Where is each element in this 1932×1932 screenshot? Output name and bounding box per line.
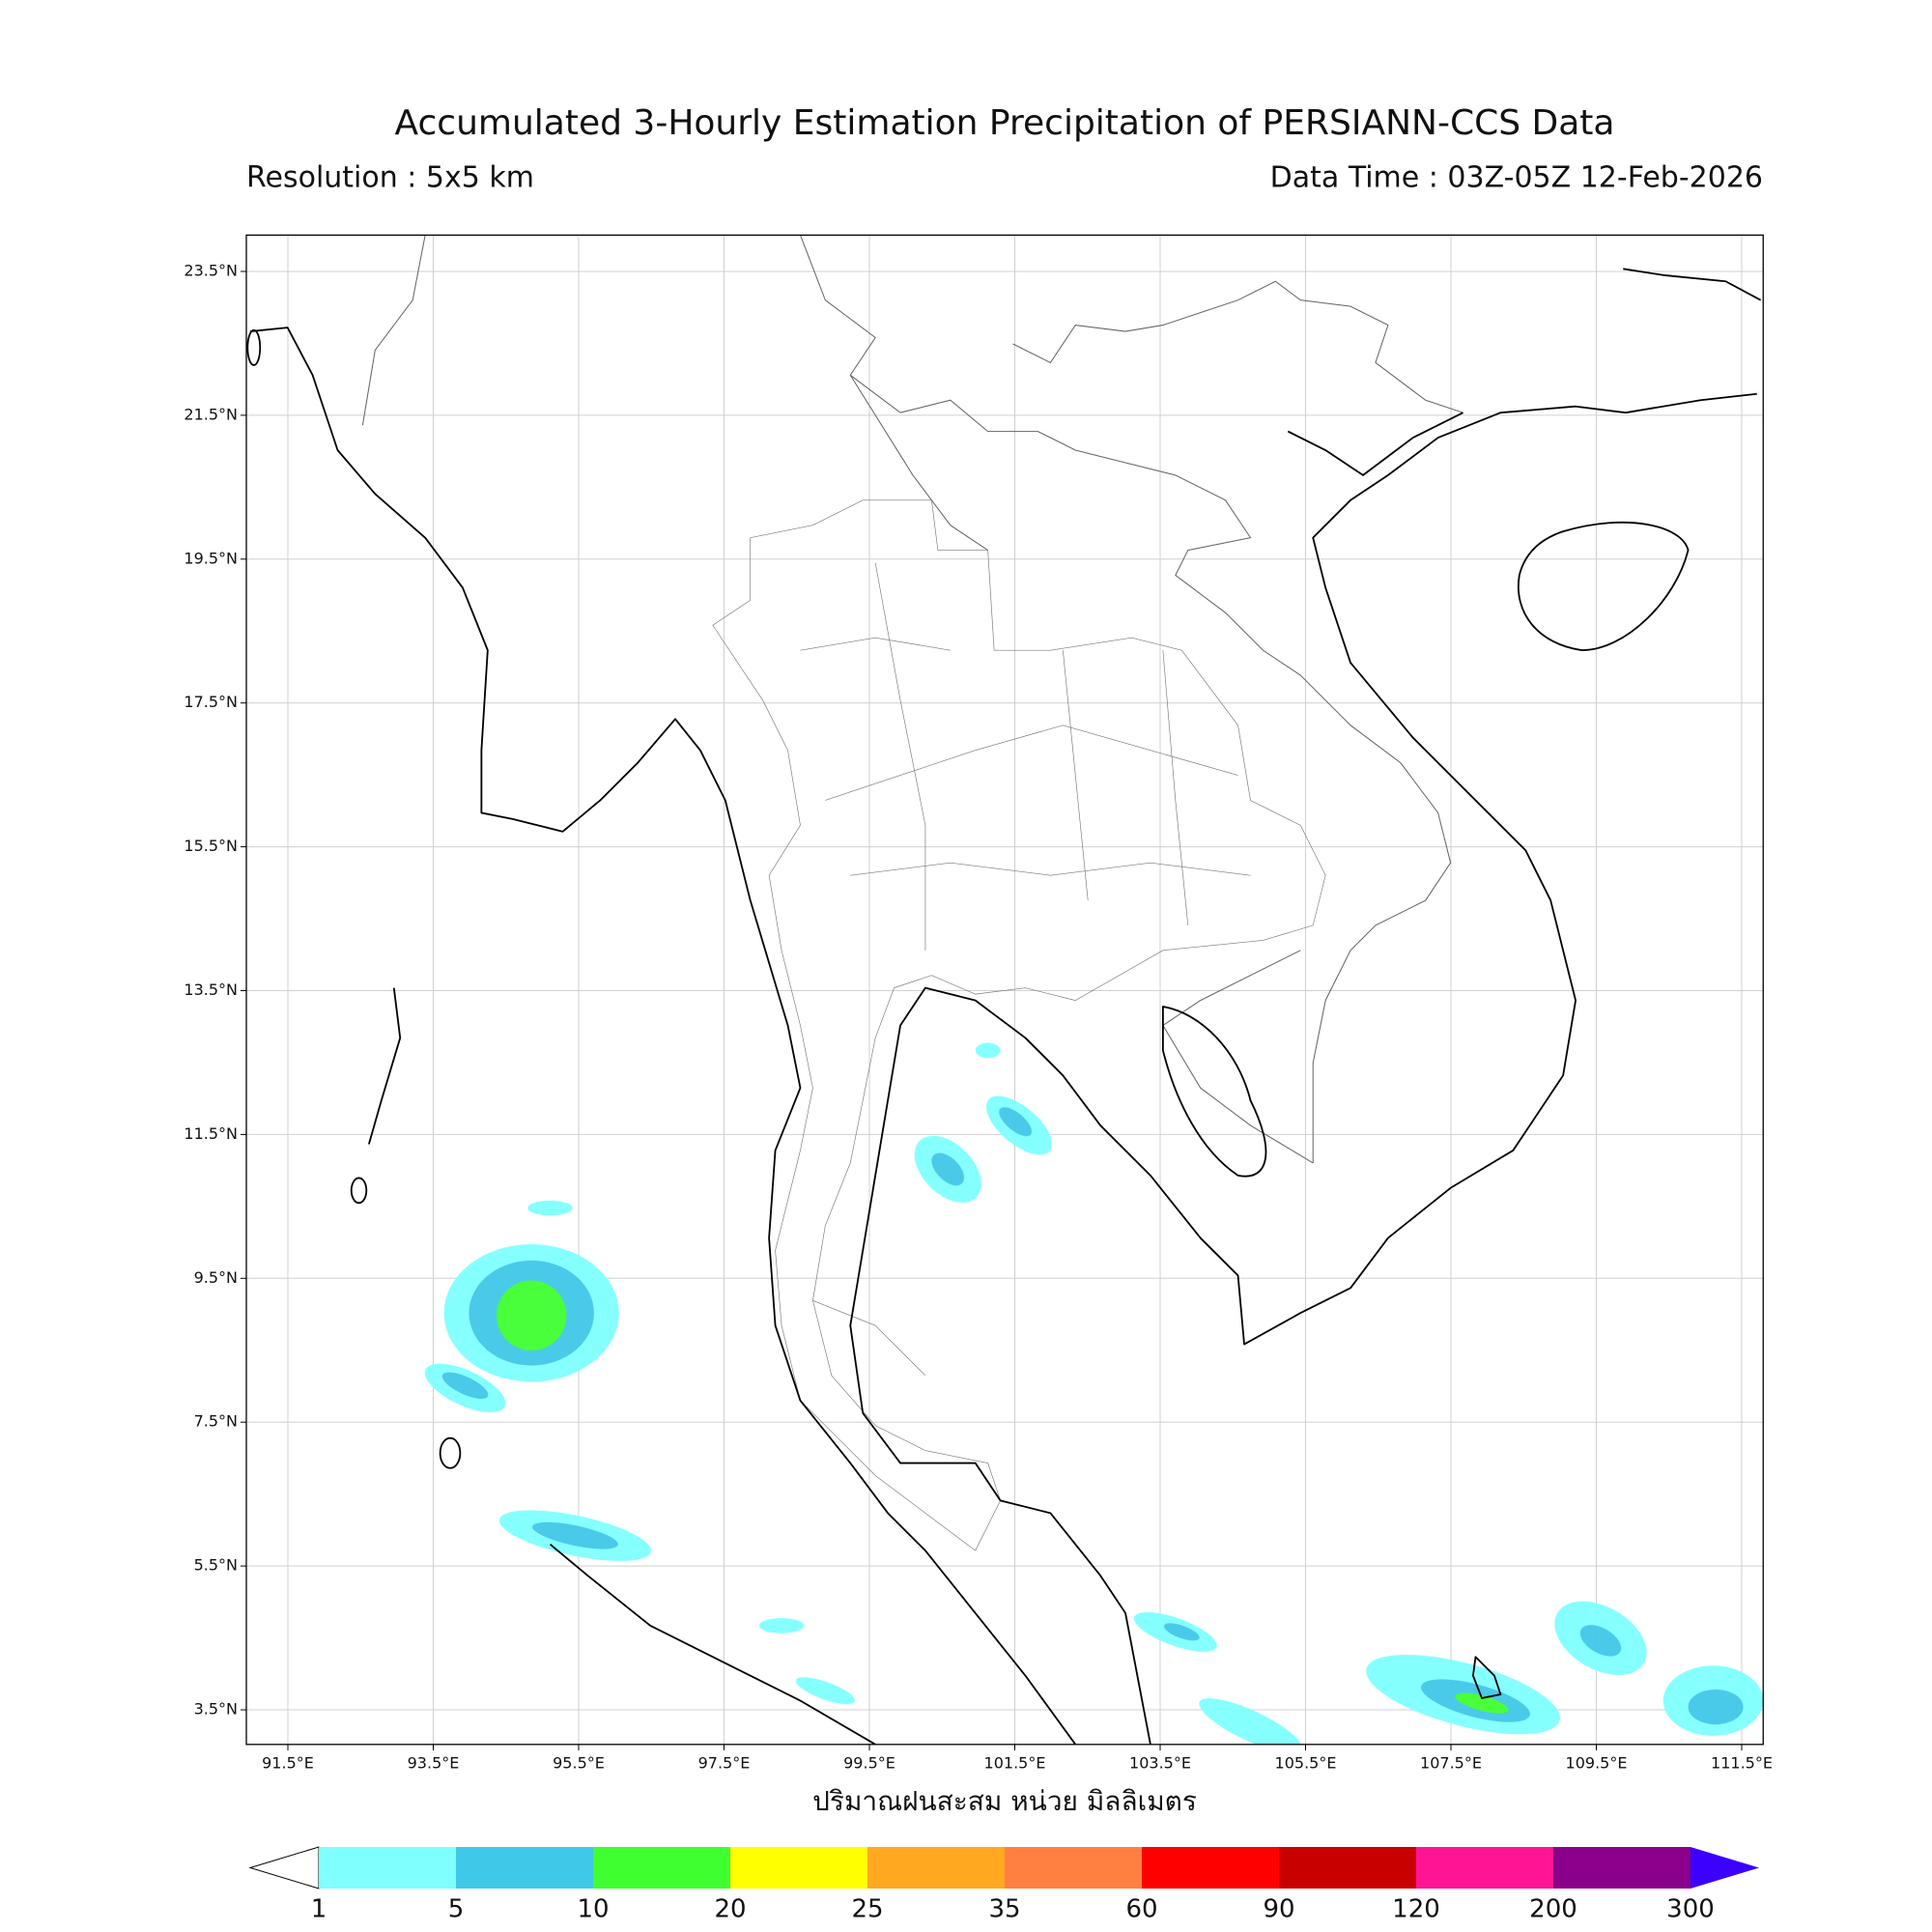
thailand (712, 499, 1326, 1551)
lat-tick-label: 23.5°N (184, 262, 238, 280)
data-time: Data Time : 03Z-05Z 12-Feb-2026 (1270, 161, 1763, 195)
colorbar-label: ปริมาณฝนสะสม หน่วย มิลลิเมตร (812, 1785, 1197, 1817)
colorbar: 1 5 10 20 25 35 60 90 120 200 300 (248, 1846, 1759, 1924)
lat-tick-label: 11.5°N (184, 1124, 238, 1143)
colorbar-tick-label: 1 (311, 1895, 327, 1924)
colorbar-segment (1005, 1847, 1142, 1889)
colorbar-tick-label: 200 (1529, 1895, 1577, 1924)
lat-tick-label: 21.5°N (184, 405, 238, 423)
colorbar-segment (1279, 1847, 1416, 1889)
resolution: Resolution : 5x5 km (246, 161, 534, 195)
colorbar-segment (593, 1847, 730, 1889)
colorbar-tick-label: 90 (1263, 1895, 1294, 1924)
title: Accumulated 3-Hourly Estimation Precipit… (395, 103, 1615, 143)
lon-tick-label: 99.5°E (843, 1754, 895, 1773)
map (245, 234, 1764, 1746)
colorbar-segment (1553, 1847, 1690, 1889)
colorbar-segment (456, 1847, 593, 1889)
colorbar-under (248, 1846, 320, 1889)
lon-tick-label: 91.5°E (262, 1754, 314, 1773)
lat-tick-label: 19.5°N (184, 549, 238, 567)
colorbar-segment (319, 1847, 456, 1889)
colorbar-tick-label: 25 (851, 1895, 883, 1924)
lon-tick-label: 101.5°E (984, 1754, 1046, 1773)
lat-tick-label: 5.5°N (194, 1556, 238, 1575)
lat-tick-label: 13.5°N (184, 980, 238, 999)
lat-tick-label: 7.5°N (194, 1412, 238, 1431)
colorbar-segment (1142, 1847, 1279, 1889)
colorbar-segment (730, 1847, 867, 1889)
lon-tick-label: 93.5°E (408, 1754, 460, 1773)
borders (361, 235, 1463, 1164)
colorbar-segment (1416, 1847, 1553, 1889)
colorbar-tick-label: 120 (1392, 1895, 1440, 1924)
coastlines (246, 268, 1762, 1745)
colorbar-over (1690, 1847, 1759, 1889)
colorbar-tick-label: 20 (714, 1895, 746, 1924)
colorbar-tick-label: 60 (1125, 1895, 1157, 1924)
axis-ticks: 91.5°E 93.5°E 95.5°E 97.5°E 99.5°E 101.5°E 103… (184, 262, 1773, 1773)
lon-tick-label: 109.5°E (1566, 1754, 1628, 1773)
colorbar-tick-label: 5 (448, 1895, 465, 1924)
lon-tick-label: 103.5°E (1129, 1754, 1191, 1773)
lon-tick-label: 111.5°E (1711, 1754, 1773, 1773)
colorbar-tick-label: 300 (1666, 1895, 1715, 1924)
lat-tick-label: 15.5°N (184, 837, 238, 855)
colorbar-tick-label: 35 (988, 1895, 1020, 1924)
lat-tick-label: 9.5°N (194, 1268, 238, 1287)
lon-tick-label: 107.5°E (1420, 1754, 1482, 1773)
lon-tick-label: 95.5°E (553, 1754, 605, 1773)
colorbar-segment (867, 1847, 1005, 1889)
grid (246, 235, 1763, 1745)
map-frame (245, 234, 1764, 1746)
rain-areas (424, 1042, 1764, 1745)
colorbar-tick-label: 10 (577, 1895, 609, 1924)
lat-tick-label: 17.5°N (184, 693, 238, 711)
lon-tick-label: 105.5°E (1275, 1754, 1337, 1773)
lat-tick-label: 3.5°N (194, 1700, 238, 1719)
lon-tick-label: 97.5°E (698, 1754, 751, 1773)
